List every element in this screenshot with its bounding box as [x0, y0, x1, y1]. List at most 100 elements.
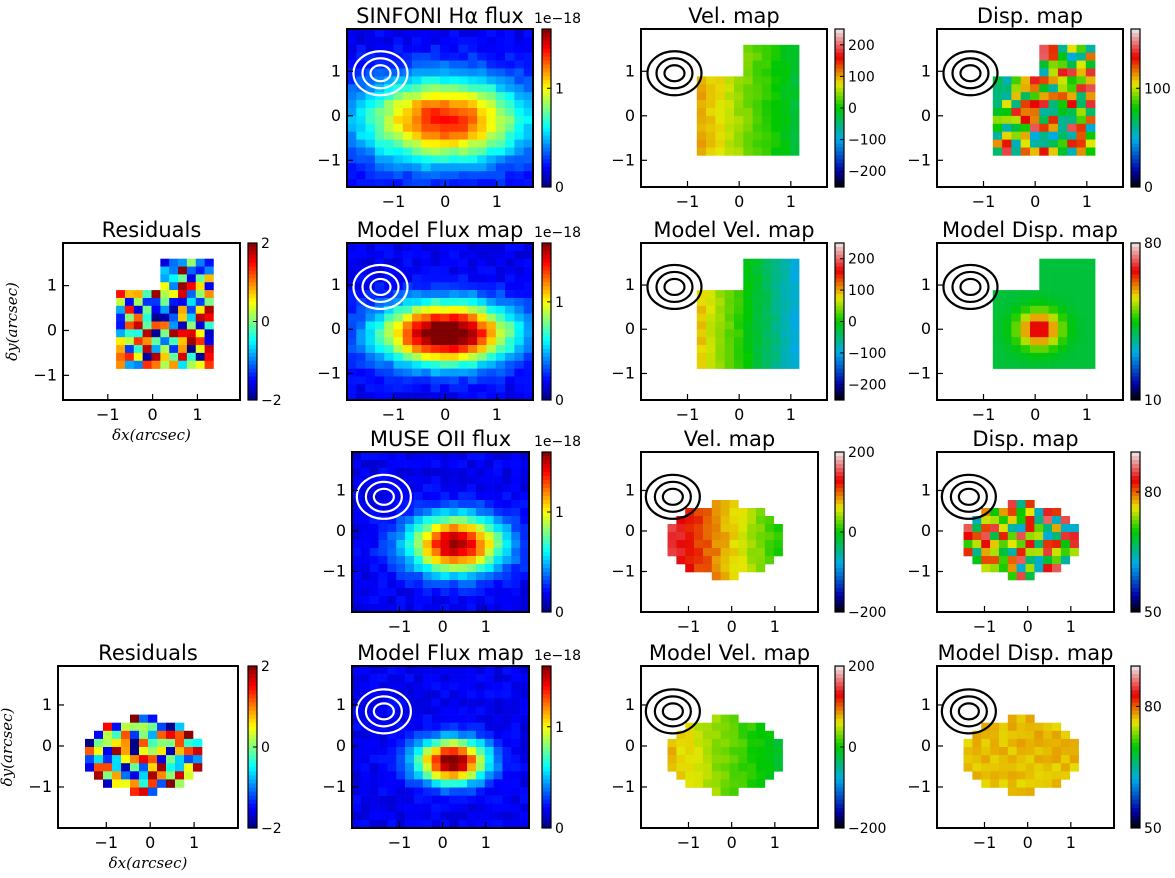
heatmap-cell: [458, 352, 469, 362]
colorbar-segment: [542, 520, 551, 525]
heatmap-cell: [402, 29, 413, 38]
heatmap-cell: [139, 722, 149, 732]
heatmap-cell: [1020, 92, 1031, 101]
heatmap-cell: [761, 352, 772, 362]
colorbar-segment: [542, 484, 551, 489]
heatmap-cell: [356, 352, 366, 362]
heatmap-cell: [374, 68, 385, 77]
colorbar-segment: [542, 274, 551, 279]
heatmap-cell: [696, 100, 707, 109]
heatmap-cell: [387, 596, 397, 605]
heatmap-cell: [484, 771, 494, 780]
heatmap-cell: [477, 108, 487, 117]
heatmap-cell: [1025, 763, 1035, 772]
heatmap-cell: [724, 139, 735, 148]
heatmap-cell: [422, 588, 432, 597]
heatmap-cell: [1069, 738, 1079, 748]
heatmap-cell: [449, 795, 459, 804]
heatmap-cell: [413, 698, 424, 707]
heatmap-cell: [405, 572, 415, 581]
heatmap-cell: [1043, 516, 1053, 525]
heatmap-cell: [422, 666, 432, 675]
heatmap-cell: [1085, 321, 1096, 330]
heatmap-cell: [734, 100, 744, 109]
heatmap-cell: [458, 811, 468, 821]
heatmap-cell: [1060, 540, 1071, 549]
heatmap-cell: [520, 556, 530, 565]
heatmap-cell: [458, 460, 468, 469]
heatmap-cell: [676, 556, 686, 565]
heatmap-cell: [1016, 556, 1026, 565]
heatmap-cell: [103, 779, 113, 788]
heatmap-cell: [352, 787, 362, 796]
colorbar-segment: [1131, 706, 1140, 711]
heatmap-cell: [1016, 508, 1026, 517]
heatmap-cell: [356, 60, 366, 69]
heatmap-cell: [402, 329, 413, 338]
heatmap-cell: [505, 123, 515, 132]
heatmap-cell: [520, 452, 530, 461]
heatmap-cell: [402, 258, 413, 267]
heatmap-cell: [694, 564, 704, 573]
heatmap-cell: [178, 321, 188, 330]
heatmap-cell: [405, 476, 415, 485]
heatmap-cell: [378, 738, 388, 748]
heatmap-cell: [761, 52, 772, 61]
colorbar-segment: [1131, 246, 1140, 252]
heatmap-cell: [514, 100, 524, 109]
heatmap-cell: [402, 274, 413, 283]
heatmap-cell: [706, 115, 716, 125]
heatmap-cell: [195, 274, 205, 283]
heatmap-cell: [151, 321, 161, 330]
heatmap-cell: [449, 747, 459, 756]
heatmap-cell: [992, 352, 1003, 362]
heatmap-cell: [706, 297, 716, 307]
heatmap-cell: [133, 329, 143, 338]
colorbar-segment: [835, 528, 844, 533]
y-tick-label: 1: [921, 275, 931, 294]
heatmap-cell: [1076, 68, 1087, 77]
heatmap-cell: [204, 313, 214, 322]
heatmap-cell: [356, 179, 366, 188]
heatmap-cell: [1067, 352, 1077, 362]
heatmap-cell: [430, 76, 441, 85]
colorbar-segment: [542, 396, 551, 401]
heatmap-cell: [724, 115, 735, 125]
x-tick-label: 0: [727, 617, 737, 636]
heatmap-cell: [1085, 92, 1096, 101]
heatmap-cell: [449, 360, 459, 369]
colorbar-segment: [835, 480, 844, 485]
colorbar-segment: [1131, 678, 1140, 683]
axes-frame: [62, 242, 241, 401]
heatmap-cell: [369, 508, 379, 517]
colorbar-segment: [835, 52, 844, 58]
colorbar-segment: [542, 115, 551, 121]
heatmap-cell: [387, 674, 397, 683]
heatmap-cell: [1002, 131, 1012, 140]
heatmap-cell: [706, 329, 716, 338]
heatmap-cell: [523, 123, 534, 132]
heatmap-cell: [103, 730, 113, 740]
heatmap-cell: [1011, 360, 1021, 369]
heatmap-cell: [440, 60, 450, 69]
heatmap-cell: [422, 779, 432, 788]
heatmap-cell: [421, 155, 431, 164]
heatmap-cell: [387, 771, 397, 780]
heatmap-cell: [458, 771, 468, 780]
heatmap-cell: [505, 139, 515, 148]
heatmap-cell: [360, 698, 370, 707]
heatmap-cell: [676, 540, 686, 549]
colorbar-segment: [542, 496, 551, 501]
heatmap-cell: [486, 274, 497, 283]
heatmap-cell: [430, 384, 441, 393]
heatmap-cell: [1030, 84, 1040, 93]
colorbar-segment: [835, 779, 844, 784]
heatmap-cell: [1011, 345, 1021, 354]
heatmap-cell: [440, 131, 450, 140]
heatmap-cell: [702, 540, 713, 549]
heatmap-cell: [780, 100, 791, 109]
heatmap-cell: [396, 674, 406, 683]
heatmap-cell: [715, 108, 725, 117]
colorbar-segment: [835, 604, 844, 609]
colorbar-segment: [835, 286, 844, 291]
